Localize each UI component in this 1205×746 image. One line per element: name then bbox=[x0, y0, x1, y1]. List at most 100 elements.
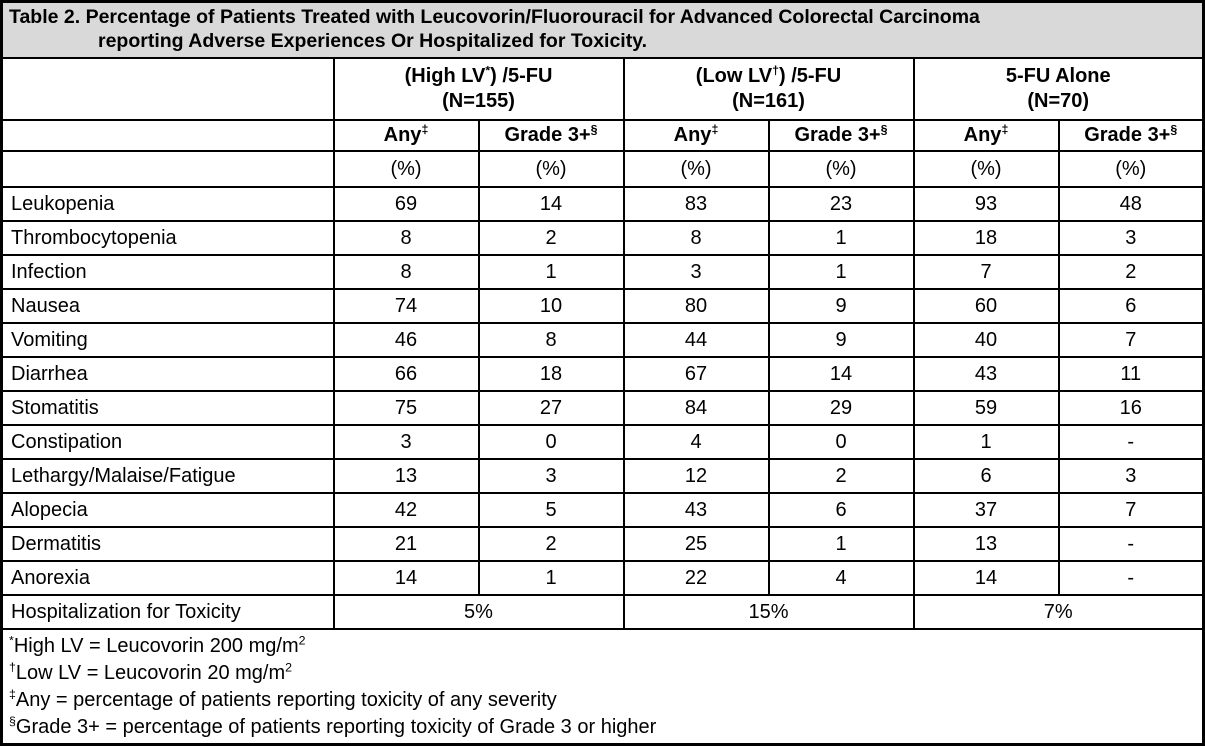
data-cell: 43 bbox=[622, 492, 770, 528]
data-cell: 0 bbox=[477, 424, 625, 460]
footnote-marker: † bbox=[772, 63, 779, 78]
footnote-marker: ‡ bbox=[9, 687, 16, 702]
data-cell: 3 bbox=[1057, 220, 1205, 256]
hospitalization-value-high-lv: 5% bbox=[332, 594, 625, 630]
data-cell: 29 bbox=[767, 390, 915, 426]
data-cell: 37 bbox=[912, 492, 1060, 528]
row-label: Thrombocytopenia bbox=[0, 220, 335, 256]
row-label: Lethargy/Malaise/Fatigue bbox=[0, 458, 335, 494]
hospitalization-value-5fu-alone: 7% bbox=[912, 594, 1205, 630]
data-cell: 1 bbox=[477, 560, 625, 596]
row-label: Dermatitis bbox=[0, 526, 335, 562]
data-cell: 60 bbox=[912, 288, 1060, 324]
data-cell: 2 bbox=[1057, 254, 1205, 290]
table-row: Alopecia 42 5 43 6 37 7 bbox=[0, 492, 1205, 528]
subheader-any: Any‡ bbox=[912, 119, 1060, 152]
table-row: Leukopenia 69 14 83 23 93 48 bbox=[0, 186, 1205, 222]
group-header-5fu-alone: 5-FU Alone (N=70) bbox=[912, 57, 1205, 121]
data-cell: 10 bbox=[477, 288, 625, 324]
data-cell: 12 bbox=[622, 458, 770, 494]
subheader-grade3: Grade 3+§ bbox=[477, 119, 625, 152]
data-cell: 13 bbox=[912, 526, 1060, 562]
hospitalization-row: Hospitalization for Toxicity 5% 15% 7% bbox=[0, 594, 1205, 630]
group-n-count: (N=155) bbox=[442, 90, 515, 112]
data-cell: 84 bbox=[622, 390, 770, 426]
table-row: Constipation 3 0 4 0 1 - bbox=[0, 424, 1205, 460]
data-cell: 6 bbox=[767, 492, 915, 528]
data-cell: 4 bbox=[767, 560, 915, 596]
data-cell: 11 bbox=[1057, 356, 1205, 392]
footnote-text: Any = percentage of patients reporting t… bbox=[15, 689, 557, 711]
corner-cell bbox=[0, 119, 335, 152]
unit-cell: (%) bbox=[912, 150, 1060, 188]
data-cell: 43 bbox=[912, 356, 1060, 392]
footnote-text: Grade 3+ = percentage of patients report… bbox=[15, 716, 657, 738]
subheader-any: Any‡ bbox=[622, 119, 770, 152]
group-header-text: 5-FU Alone bbox=[1005, 65, 1111, 87]
data-cell: 18 bbox=[912, 220, 1060, 256]
subheader-grade3: Grade 3+§ bbox=[1057, 119, 1205, 152]
data-cell: 46 bbox=[332, 322, 480, 358]
table-row: Anorexia 14 1 22 4 14 - bbox=[0, 560, 1205, 596]
row-label: Diarrhea bbox=[0, 356, 335, 392]
data-cell: 8 bbox=[622, 220, 770, 256]
data-cell: 7 bbox=[1057, 492, 1205, 528]
row-label: Hospitalization for Toxicity bbox=[0, 594, 335, 630]
group-header-low-lv: (Low LV†) /5-FU (N=161) bbox=[622, 57, 915, 121]
data-cell: 74 bbox=[332, 288, 480, 324]
data-cell: 9 bbox=[767, 322, 915, 358]
subheader-any: Any‡ bbox=[332, 119, 480, 152]
footnote-high-lv: *High LV = Leucovorin 200 mg/m2 bbox=[9, 633, 1196, 660]
footnote-low-lv: †Low LV = Leucovorin 20 mg/m2 bbox=[9, 660, 1196, 687]
subheader-label: Grade 3+ bbox=[1084, 124, 1171, 146]
row-label: Nausea bbox=[0, 288, 335, 324]
data-cell: 69 bbox=[332, 186, 480, 222]
subheader-label: Grade 3+ bbox=[504, 124, 591, 146]
data-cell: 27 bbox=[477, 390, 625, 426]
row-label: Vomiting bbox=[0, 322, 335, 358]
table-row: Diarrhea 66 18 67 14 43 11 bbox=[0, 356, 1205, 392]
footnote-any: ‡Any = percentage of patients reporting … bbox=[9, 687, 1196, 714]
data-cell: 3 bbox=[622, 254, 770, 290]
data-cell: 3 bbox=[332, 424, 480, 460]
unit-cell: (%) bbox=[477, 150, 625, 188]
data-cell: 1 bbox=[767, 220, 915, 256]
footnote-marker: ‡ bbox=[711, 122, 719, 137]
data-cell: 8 bbox=[477, 322, 625, 358]
data-cell: 48 bbox=[1057, 186, 1205, 222]
data-cell: 80 bbox=[622, 288, 770, 324]
row-label: Constipation bbox=[0, 424, 335, 460]
footnote-marker: § bbox=[590, 122, 598, 137]
table-title: Table 2. Percentage of Patients Treated … bbox=[0, 0, 1205, 59]
data-cell: 93 bbox=[912, 186, 1060, 222]
row-label: Anorexia bbox=[0, 560, 335, 596]
footnote-text: Low LV = Leucovorin 20 mg/m bbox=[15, 662, 286, 684]
footnote-marker: ‡ bbox=[421, 122, 429, 137]
data-cell: 2 bbox=[767, 458, 915, 494]
table-row: Stomatitis 75 27 84 29 59 16 bbox=[0, 390, 1205, 426]
table-title-line1: Table 2. Percentage of Patients Treated … bbox=[9, 6, 980, 28]
data-cell: 6 bbox=[912, 458, 1060, 494]
data-cell: 40 bbox=[912, 322, 1060, 358]
data-cell: 16 bbox=[1057, 390, 1205, 426]
table-row: Dermatitis 21 2 25 1 13 - bbox=[0, 526, 1205, 562]
data-cell: 2 bbox=[477, 220, 625, 256]
table-row: Vomiting 46 8 44 9 40 7 bbox=[0, 322, 1205, 358]
data-cell: 1 bbox=[767, 254, 915, 290]
unit-cell: (%) bbox=[622, 150, 770, 188]
data-cell: 5 bbox=[477, 492, 625, 528]
data-cell: 0 bbox=[767, 424, 915, 460]
row-label: Stomatitis bbox=[0, 390, 335, 426]
footnote-text: High LV = Leucovorin 200 mg/m bbox=[13, 635, 299, 657]
data-cell: 42 bbox=[332, 492, 480, 528]
data-cell: 21 bbox=[332, 526, 480, 562]
unit-cell: (%) bbox=[1057, 150, 1205, 188]
table-row: Nausea 74 10 80 9 60 6 bbox=[0, 288, 1205, 324]
data-cell: 66 bbox=[332, 356, 480, 392]
table-title-line2: reporting Adverse Experiences Or Hospita… bbox=[98, 30, 648, 52]
group-header-text: (High LV bbox=[404, 65, 486, 87]
corner-cell bbox=[0, 57, 335, 121]
group-header-text: (Low LV bbox=[695, 65, 773, 87]
data-cell: - bbox=[1057, 424, 1205, 460]
subheader-label: Any bbox=[673, 124, 712, 146]
